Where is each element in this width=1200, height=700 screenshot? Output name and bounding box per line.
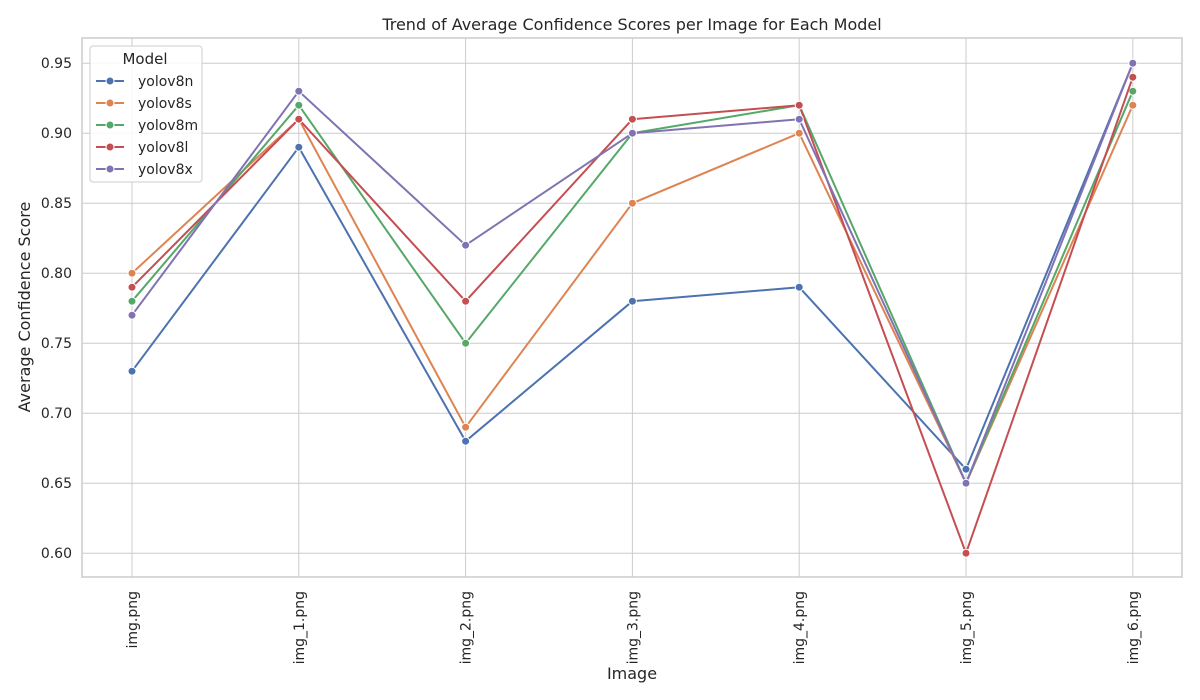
data-point [1128, 72, 1138, 82]
x-tick-label: img_6.png [1126, 591, 1142, 664]
data-point [961, 464, 971, 474]
data-point [127, 310, 137, 320]
y-axis-label: Average Confidence Score [15, 202, 34, 413]
x-axis-label: Image [607, 664, 657, 683]
series-yolov8l [127, 72, 1138, 558]
legend-marker [105, 142, 115, 152]
legend-marker [105, 120, 115, 130]
x-tick-label: img_3.png [625, 591, 641, 664]
series-yolov8x [127, 58, 1138, 488]
y-tick-label: 0.80 [41, 266, 72, 282]
x-tick-label: img_5.png [959, 591, 975, 664]
data-point [1128, 100, 1138, 110]
x-axis-ticks: img.png img_1.png img_2.png img_3.png img_4.… [125, 591, 1142, 664]
y-tick-label: 0.90 [41, 126, 72, 142]
data-point [627, 296, 637, 306]
data-point [461, 240, 471, 250]
legend-label: yolov8l [138, 140, 188, 156]
legend-label: yolov8x [138, 162, 193, 178]
y-tick-label: 0.75 [41, 336, 72, 352]
data-point [294, 100, 304, 110]
y-axis-ticks: 0.60 0.65 0.70 0.75 0.80 0.85 0.90 0.95 [41, 56, 72, 562]
data-point [294, 114, 304, 124]
data-point [627, 114, 637, 124]
y-tick-label: 0.70 [41, 406, 72, 422]
data-point [461, 436, 471, 446]
legend-marker [105, 76, 115, 86]
x-tick-label: img.png [125, 591, 141, 649]
y-tick-label: 0.85 [41, 196, 72, 212]
data-point [127, 296, 137, 306]
data-point [961, 548, 971, 558]
y-tick-label: 0.65 [41, 476, 72, 492]
series-lines [127, 58, 1138, 558]
data-point [461, 338, 471, 348]
plot-frame [81, 37, 1183, 578]
data-point [1128, 58, 1138, 68]
data-point [294, 142, 304, 152]
legend-marker [105, 164, 115, 174]
x-tick-label: img_4.png [792, 591, 808, 664]
data-point [127, 282, 137, 292]
data-point [627, 198, 637, 208]
legend-label: yolov8n [138, 74, 193, 90]
y-tick-label: 0.95 [41, 56, 72, 72]
x-tick-label: img_1.png [292, 591, 308, 664]
legend-item-yolov8n: yolov8n [96, 74, 193, 90]
legend-label: yolov8s [138, 96, 192, 112]
data-point [627, 128, 637, 138]
data-point [1128, 86, 1138, 96]
data-point [794, 128, 804, 138]
data-point [294, 86, 304, 96]
data-point [961, 478, 971, 488]
chart-title: Trend of Average Confidence Scores per I… [381, 15, 881, 34]
legend-title: Model [122, 50, 167, 68]
data-point [794, 100, 804, 110]
legend-label: yolov8m [138, 118, 198, 134]
y-tick-label: 0.60 [41, 546, 72, 562]
data-point [794, 114, 804, 124]
data-point [461, 296, 471, 306]
data-point [794, 282, 804, 292]
data-point [461, 422, 471, 432]
legend-item-yolov8x: yolov8x [96, 162, 193, 178]
legend-item-yolov8s: yolov8s [96, 96, 192, 112]
x-tick-label: img_2.png [459, 591, 475, 664]
legend-item-yolov8l: yolov8l [96, 140, 188, 156]
data-point [127, 366, 137, 376]
legend: Model yolov8n yolov8s yolov8m yolov8l yolov8… [89, 45, 203, 183]
legend-item-yolov8m: yolov8m [96, 118, 198, 134]
legend-marker [105, 98, 115, 108]
data-point [127, 268, 137, 278]
